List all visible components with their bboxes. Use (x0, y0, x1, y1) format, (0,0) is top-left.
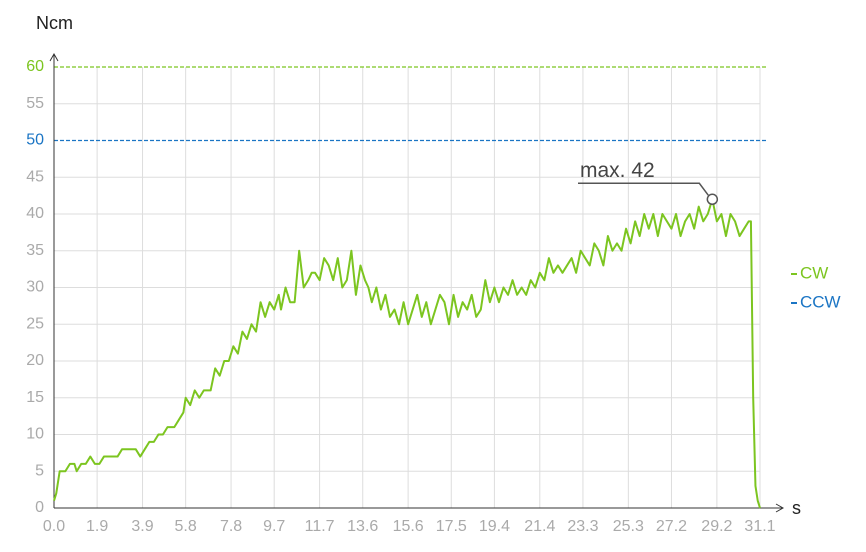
annotation-text: max. 42 (580, 159, 655, 182)
y-tick-label: 45 (26, 168, 44, 185)
y-tick-label: 30 (26, 279, 44, 296)
x-tick-label: 7.8 (220, 518, 242, 535)
x-tick-label: 25.3 (613, 518, 644, 535)
y-axis-arrow (49, 52, 59, 62)
x-tick-label: 1.9 (86, 518, 108, 535)
y-tick-label: 40 (26, 205, 44, 222)
y-tick-label: 55 (26, 95, 44, 112)
x-axis-arrow (775, 503, 785, 513)
x-tick-label: 27.2 (656, 518, 687, 535)
legend-label: CCW (800, 292, 841, 311)
y-tick-label: 15 (26, 389, 44, 406)
x-tick-label: 23.3 (567, 518, 598, 535)
x-tick-label: 13.6 (347, 518, 378, 535)
x-tick-label: 11.7 (305, 518, 335, 535)
y-tick-label: 25 (26, 315, 44, 332)
legend-label: CW (800, 263, 828, 282)
x-tick-label: 3.9 (131, 518, 153, 535)
x-tick-label: 9.7 (263, 518, 285, 535)
y-tick-label: 0 (35, 499, 44, 516)
x-tick-label: 15.6 (393, 518, 424, 535)
y-tick-label: 10 (26, 426, 44, 443)
x-tick-label: 17.5 (436, 518, 467, 535)
y-tick-label: 60 (26, 58, 44, 75)
y-axis-label: Ncm (36, 13, 73, 33)
y-tick-label: 35 (26, 242, 44, 259)
x-tick-label: 31.1 (744, 518, 775, 535)
x-tick-label: 5.8 (175, 518, 197, 535)
y-tick-label: 50 (26, 132, 44, 149)
x-tick-label: 19.4 (479, 518, 510, 535)
annotation-marker (706, 193, 719, 206)
x-tick-label: 29.2 (701, 518, 732, 535)
annotation-leader (578, 182, 709, 196)
x-tick-label: 0.0 (43, 518, 65, 535)
y-tick-label: 20 (26, 352, 44, 369)
x-axis-label: s (792, 498, 801, 518)
y-tick-label: 5 (35, 462, 44, 479)
x-tick-label: 21.4 (524, 518, 555, 535)
data-line (53, 198, 761, 509)
